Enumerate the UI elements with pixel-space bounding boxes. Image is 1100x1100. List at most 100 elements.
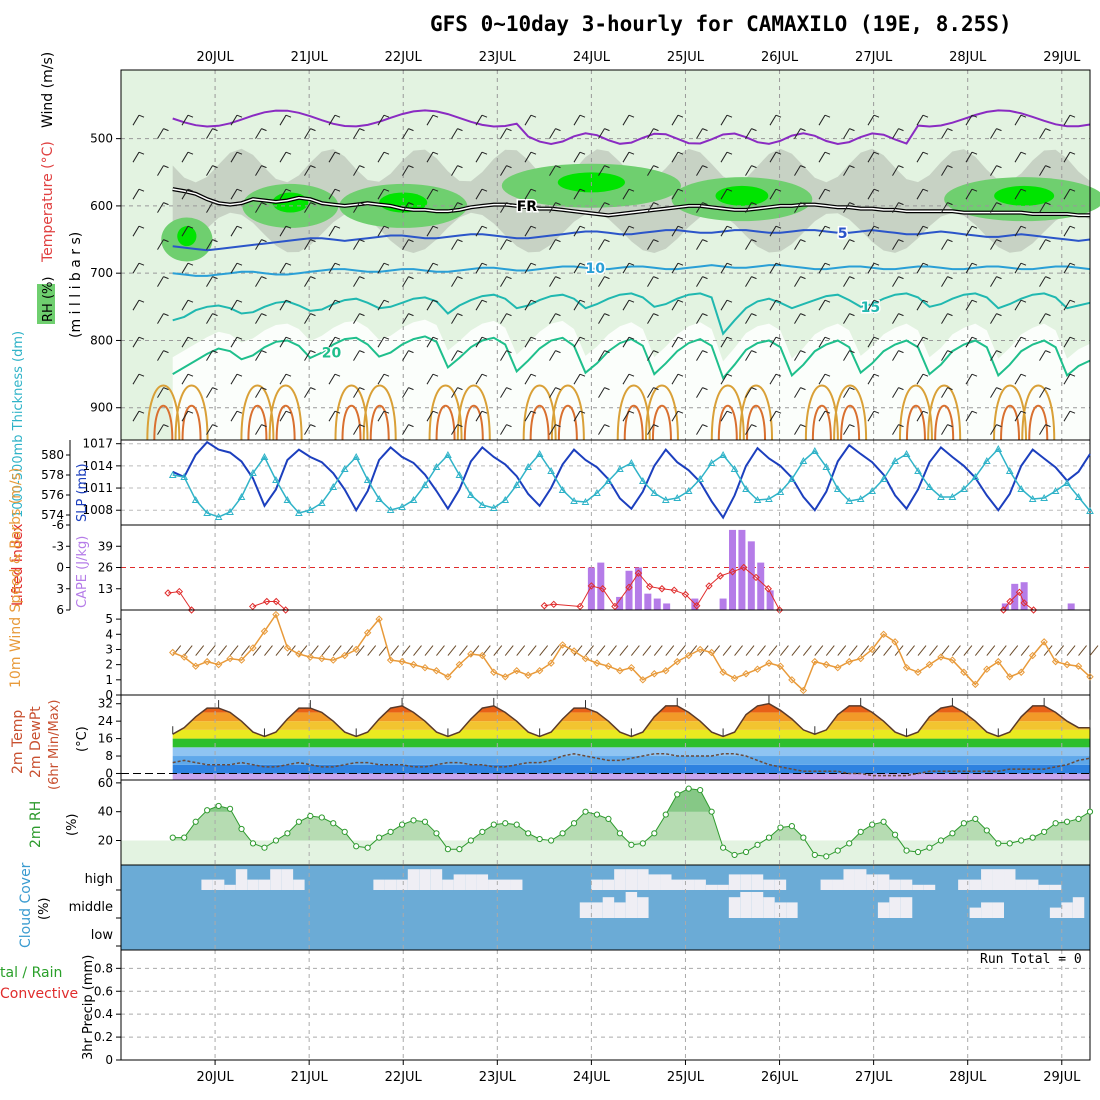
wind-barb: [916, 151, 924, 163]
cape-bar: [663, 603, 671, 610]
wind-barb: [965, 373, 973, 385]
wind-barb: [451, 424, 458, 435]
cloud-bar-high: [969, 879, 982, 890]
axis-label-thickness: 1000-500mb Thickness (dm): [11, 331, 26, 518]
cloud-bar-high: [602, 879, 615, 890]
thickness-point: [684, 486, 693, 494]
wind-barb: [1020, 410, 1027, 414]
wind-barb: [745, 424, 752, 435]
wind-barb: [524, 225, 532, 237]
wind-barb: [775, 299, 782, 303]
wind-barb: [922, 373, 929, 377]
wind-barb: [279, 299, 287, 311]
thickness-point: [650, 488, 659, 496]
wind-barb: [255, 276, 262, 287]
wind-barb: [132, 262, 140, 274]
wind-speed-point: [490, 668, 498, 676]
wind-speed-line: [172, 612, 1091, 692]
wind-barb: [1069, 336, 1076, 340]
wind-barb: [622, 188, 630, 200]
wind-barb: [849, 387, 855, 391]
wind-barb: [481, 151, 488, 155]
date-label-bottom: 21JUL: [291, 1070, 329, 1085]
wind-barb: [402, 424, 409, 435]
wind-barb: [530, 114, 537, 118]
wind-barb: [132, 373, 140, 385]
wind-barb: [734, 645, 743, 656]
thickness-point: [237, 492, 246, 500]
date-label-bottom: 28JUL: [949, 1070, 987, 1085]
wind-barb: [579, 262, 586, 266]
wind-speed-point: [604, 662, 613, 670]
wind-barb: [377, 410, 385, 422]
thickness-point: [925, 482, 934, 490]
wind-speed-point: [948, 656, 957, 664]
wind-barb: [800, 165, 806, 169]
wind-barb: [898, 313, 904, 317]
wind-barb: [769, 225, 777, 237]
wind-speed-point: [214, 660, 223, 669]
wind-tick-label: 5: [105, 612, 113, 626]
wind-barb: [849, 276, 855, 280]
wind-barb: [285, 151, 292, 155]
wind-barb: [447, 645, 457, 656]
wind-barb: [475, 188, 483, 200]
li-point: [740, 563, 748, 572]
run-total-label: Run Total = 0: [980, 952, 1082, 967]
wind-barb: [157, 128, 164, 139]
cape-bar: [597, 562, 605, 610]
wind-barb: [500, 202, 507, 213]
rh2m-point: [525, 830, 532, 837]
wind-barb: [622, 151, 630, 163]
rh2m-point: [742, 848, 750, 856]
thickness-point: [1051, 486, 1060, 494]
wind-barb: [702, 387, 708, 391]
thickness-point: [1063, 478, 1071, 486]
wind-barb: [475, 262, 483, 274]
wind-barb: [1045, 165, 1051, 169]
wind-barb: [892, 313, 899, 324]
rh2m-point: [433, 830, 440, 837]
thickness-point: [891, 456, 899, 464]
temperature-contour: [172, 229, 1091, 252]
wind-barb: [965, 410, 973, 422]
temperature-contour-surface: [557, 404, 578, 441]
cloud-bar-high: [396, 879, 408, 890]
cape-bar: [1067, 603, 1075, 610]
wind-barb: [475, 336, 483, 348]
cloud-bar-high: [705, 884, 718, 890]
wind-barb: [996, 128, 1002, 132]
wind-tick-label: 0: [105, 688, 113, 702]
wind-barb: [261, 313, 267, 317]
wind-barb: [867, 188, 875, 200]
wind-barb: [457, 387, 463, 391]
temperature-contour-surface: [181, 404, 202, 441]
rh2m-point: [800, 834, 807, 841]
wind-barb: [353, 424, 360, 435]
thickness-point: [902, 449, 911, 457]
wind-barb: [971, 262, 978, 266]
cloud-bar-high: [476, 874, 489, 890]
wind-barb: [402, 350, 409, 361]
wind-barb: [922, 225, 929, 229]
rh2m-point: [605, 815, 612, 822]
wind-barb: [843, 165, 850, 176]
wind-barb: [726, 151, 733, 155]
wind-barb: [432, 262, 439, 266]
wind-barb: [1045, 350, 1051, 354]
wind-barb: [506, 239, 512, 243]
wind-barb: [794, 202, 801, 213]
wind-barb: [971, 114, 978, 118]
wind-barb: [696, 424, 703, 435]
temperature-contour-surface: [927, 384, 962, 441]
wind-barb: [696, 313, 703, 324]
rh2m-point: [926, 844, 933, 851]
thickness-point: [845, 496, 854, 504]
wind-barb: [1039, 239, 1046, 250]
wind-barb: [997, 645, 1007, 656]
wind-barb: [408, 202, 414, 206]
li-point: [681, 590, 690, 599]
wind-barb: [451, 128, 458, 139]
wind-speed-point: [180, 653, 188, 661]
rh2m-point: [731, 851, 738, 859]
